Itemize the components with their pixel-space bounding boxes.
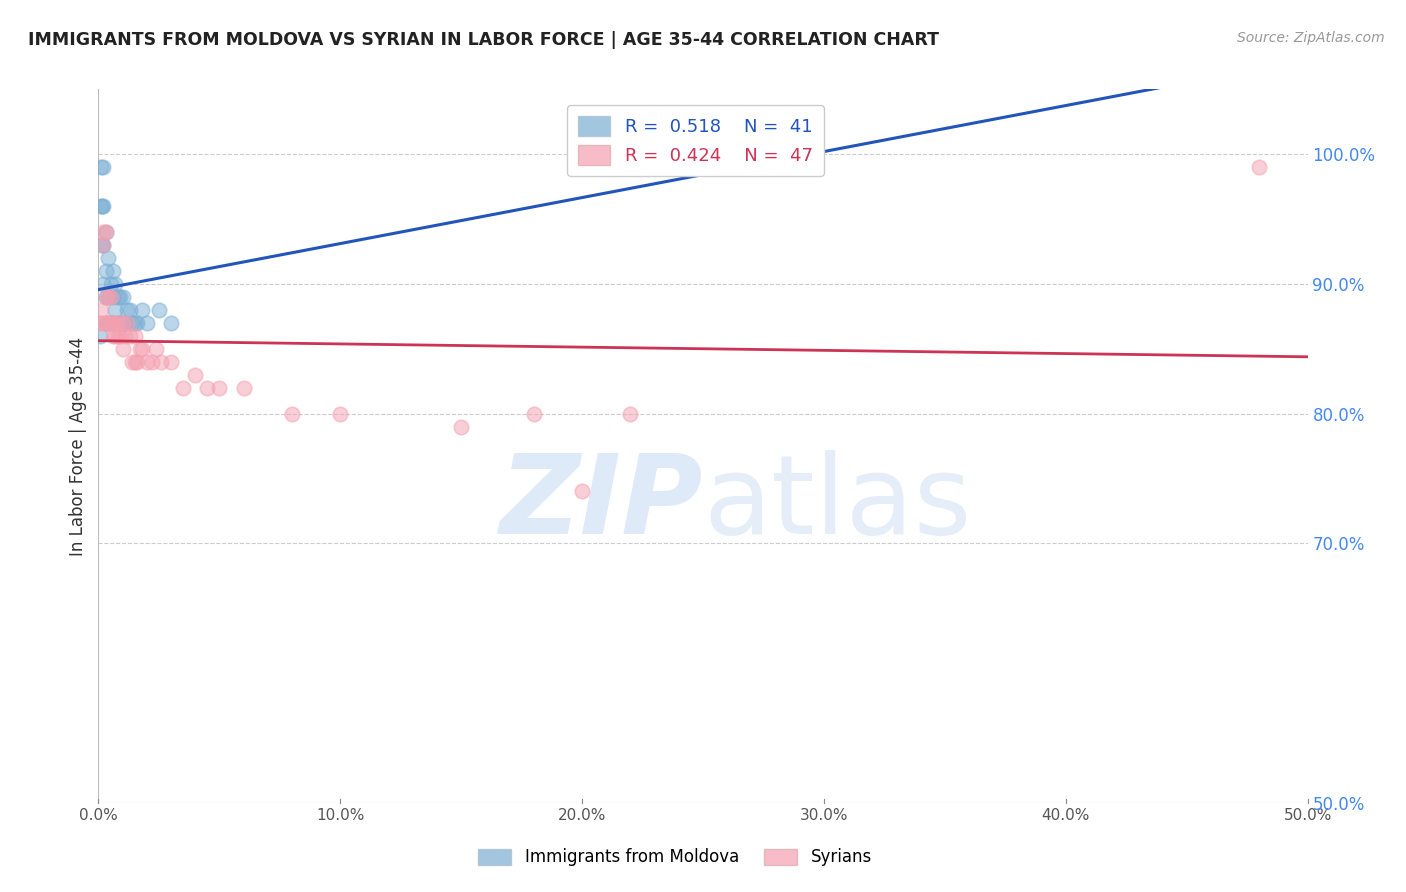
Point (111, 316, 134, 330)
Point (160, 316, 183, 330)
Point (97, 290, 120, 304)
Point (91, 238, 114, 252)
Point (184, 368, 207, 382)
Point (108, 290, 131, 304)
Point (148, 302, 170, 317)
Point (89, 316, 111, 330)
Point (232, 381, 254, 395)
Point (94, 316, 117, 330)
Point (135, 316, 157, 330)
Point (121, 316, 143, 330)
Point (97, 251, 120, 265)
Point (450, 419, 472, 434)
Point (571, 484, 593, 499)
Point (104, 302, 127, 317)
Point (91, 199, 114, 213)
Point (91, 277, 114, 291)
Legend: R =  0.518    N =  41, R =  0.424    N =  47: R = 0.518 N = 41, R = 0.424 N = 47 (567, 105, 824, 176)
Point (91, 238, 114, 252)
Point (94, 316, 117, 330)
Point (150, 354, 173, 368)
Point (131, 342, 153, 356)
Text: ZIP: ZIP (499, 450, 703, 557)
Text: IMMIGRANTS FROM MOLDOVA VS SYRIAN IN LABOR FORCE | AGE 35-44 CORRELATION CHART: IMMIGRANTS FROM MOLDOVA VS SYRIAN IN LAB… (28, 31, 939, 49)
Point (107, 316, 129, 330)
Point (124, 354, 146, 368)
Point (101, 328, 124, 343)
Point (127, 316, 149, 330)
Point (100, 290, 122, 304)
Point (114, 328, 136, 343)
Point (94, 290, 117, 304)
Point (141, 354, 163, 368)
Point (97, 316, 120, 330)
Point (619, 407, 641, 421)
Point (692, 160, 714, 174)
Point (117, 302, 139, 317)
Point (97, 316, 120, 330)
Point (101, 290, 124, 304)
Point (160, 354, 183, 368)
Point (90, 199, 112, 213)
Point (121, 354, 143, 368)
Y-axis label: In Labor Force | Age 35-44: In Labor Force | Age 35-44 (69, 336, 87, 556)
Point (595, 160, 617, 174)
Point (111, 290, 134, 304)
Point (91, 199, 114, 213)
Legend: Immigrants from Moldova, Syrians: Immigrants from Moldova, Syrians (471, 842, 879, 873)
Point (107, 316, 129, 330)
Point (172, 381, 194, 395)
Point (128, 342, 150, 356)
Point (97, 290, 120, 304)
Point (118, 302, 141, 317)
Point (101, 316, 124, 330)
Point (100, 316, 122, 330)
Point (208, 381, 231, 395)
Point (281, 407, 304, 421)
Point (114, 316, 136, 330)
Point (101, 316, 124, 330)
Point (101, 264, 124, 278)
Point (104, 316, 127, 330)
Point (127, 354, 149, 368)
Point (108, 316, 131, 330)
Point (91, 160, 114, 174)
Text: Source: ZipAtlas.com: Source: ZipAtlas.com (1237, 31, 1385, 45)
Point (124, 316, 146, 330)
Point (94, 290, 117, 304)
Point (107, 328, 129, 343)
Point (124, 328, 146, 343)
Text: atlas: atlas (703, 450, 972, 557)
Point (329, 407, 352, 421)
Point (90, 160, 112, 174)
Point (195, 381, 218, 395)
Point (117, 316, 139, 330)
Point (90, 316, 112, 330)
Point (91, 238, 114, 252)
Point (118, 328, 141, 343)
Point (91, 225, 114, 239)
Point (1249, 160, 1271, 174)
Point (107, 290, 129, 304)
Point (100, 277, 122, 291)
Point (104, 328, 127, 343)
Point (523, 407, 546, 421)
Point (108, 328, 131, 343)
Point (94, 225, 117, 239)
Point (94, 225, 117, 239)
Point (131, 302, 153, 317)
Point (104, 277, 127, 291)
Point (111, 342, 134, 356)
Point (111, 316, 134, 330)
Point (90, 302, 112, 317)
Point (89, 328, 111, 343)
Point (100, 316, 122, 330)
Point (135, 354, 157, 368)
Point (145, 342, 167, 356)
Point (94, 264, 117, 278)
